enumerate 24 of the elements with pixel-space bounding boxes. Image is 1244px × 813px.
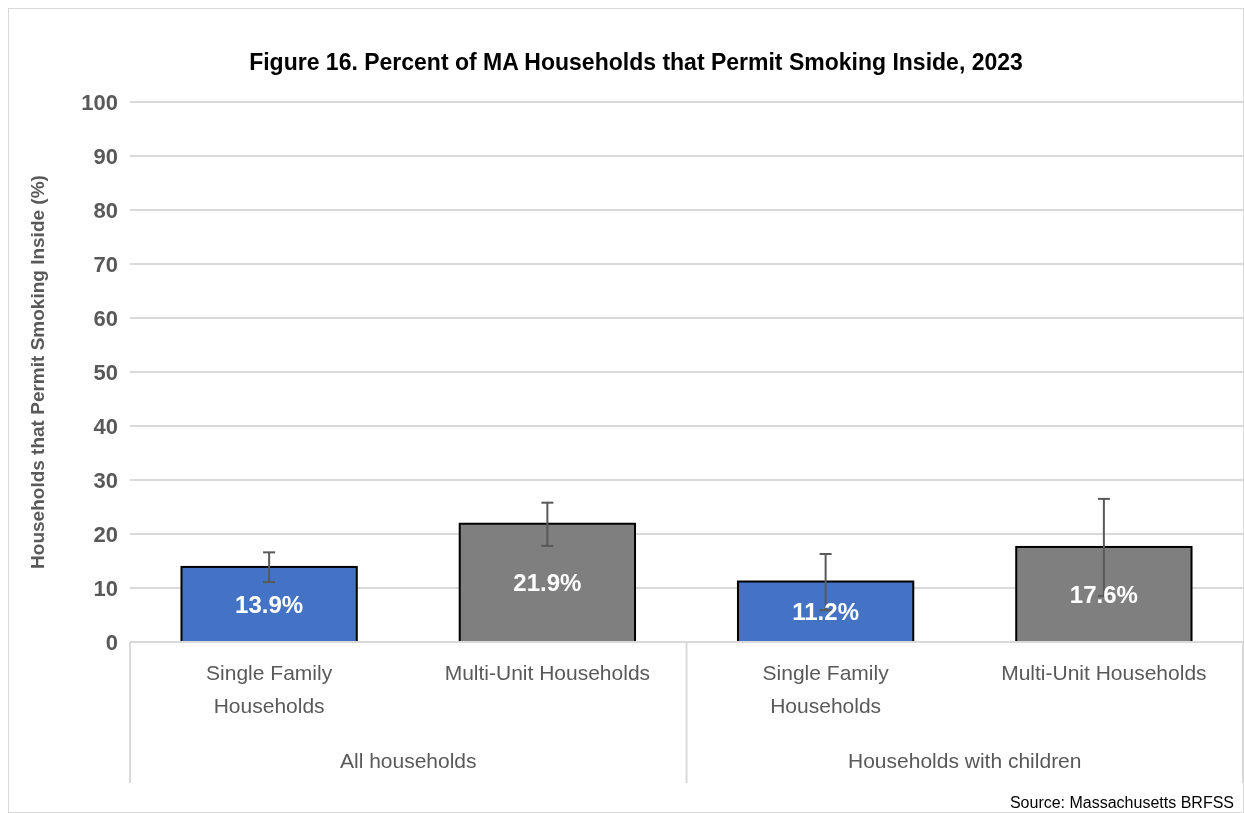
x-tick-label: Single Family Households [206,661,333,717]
x-tick-label: Single Family Households [762,661,890,717]
y-tick-label: 40 [93,413,118,439]
data-label: 13.9% [235,590,304,618]
y-tick-label: 80 [93,197,118,223]
x-tick-label: Multi-Unit Households [1001,661,1207,684]
y-tick-label: 70 [93,251,118,277]
data-label: 11.2% [792,598,859,626]
text: All households [339,749,477,772]
y-axis-title: Households that Permit Smoking Inside (%) [27,175,48,569]
y-tick-label: 90 [93,143,118,169]
text: Households with children [848,749,1082,772]
y-tick-label: 30 [93,467,118,493]
x-tick-label: Multi-Unit Households [444,661,651,684]
chart-title: Figure 16. Percent of MA Households that Permit Smoking Inside, 2023 [249,49,1023,75]
source-note: Source: Massachusetts BRFSS [1009,794,1234,811]
y-tick-label: 20 [93,521,118,547]
data-label: 17.6% [1069,580,1138,608]
y-tick-label: 100 [81,89,118,115]
y-tick-label: 10 [93,575,118,601]
y-tick-label: 50 [93,359,118,385]
data-label: 21.9% [513,569,582,597]
y-tick-label: 60 [93,305,118,331]
y-tick-label: 0 [105,629,118,655]
